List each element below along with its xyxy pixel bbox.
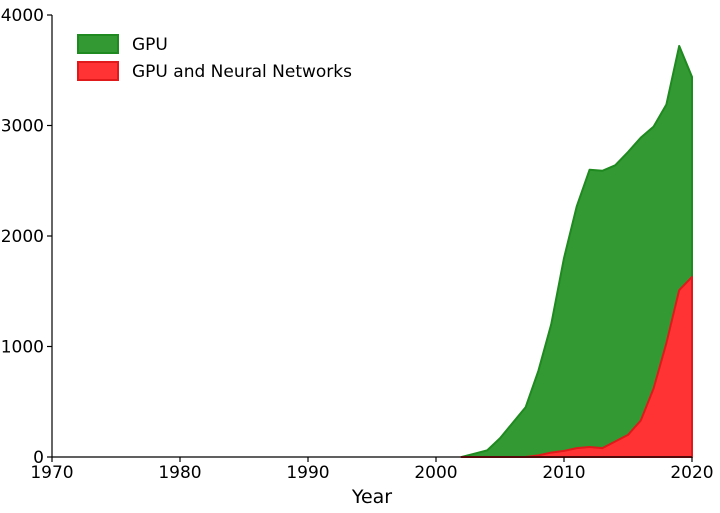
legend-swatch — [77, 61, 119, 81]
y-tick-label: 1000 — [1, 338, 44, 358]
legend-label: GPU — [132, 35, 168, 55]
x-tick-label: 1980 — [158, 463, 201, 483]
x-axis-label: Year — [351, 486, 392, 508]
x-tick-label: 2010 — [542, 463, 585, 483]
y-tick-label: 0 — [33, 448, 44, 468]
legend-label: GPU and Neural Networks — [132, 62, 352, 82]
y-tick-label: 3000 — [1, 117, 44, 137]
legend-swatch — [77, 34, 119, 54]
area — [460, 44, 693, 458]
y-tick-label: 4000 — [1, 6, 44, 26]
x-tick-label: 2000 — [414, 463, 457, 483]
y-tick-label: 2000 — [1, 227, 44, 247]
x-tick-label: 2020 — [670, 463, 713, 483]
x-tick-label: 1970 — [30, 463, 73, 483]
x-tick-label: 1990 — [286, 463, 329, 483]
